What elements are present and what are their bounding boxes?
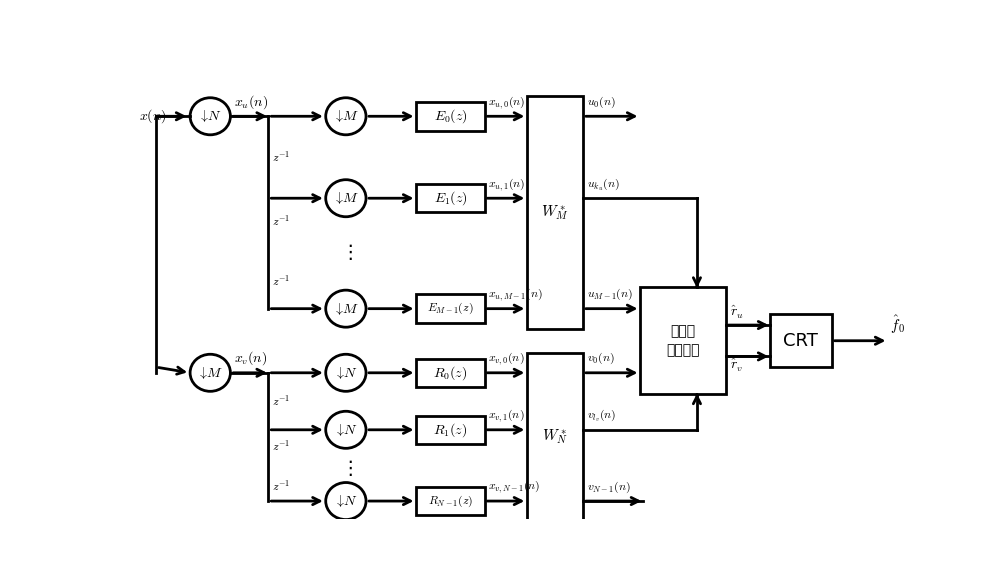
Text: 谱校正
参数提取: 谱校正 参数提取 xyxy=(666,324,700,357)
Text: $\downarrow\!M$: $\downarrow\!M$ xyxy=(197,365,223,381)
Text: $x_{v,0}(n)$: $x_{v,0}(n)$ xyxy=(488,351,525,367)
Text: $x(n)$: $x(n)$ xyxy=(139,107,167,125)
Text: $\vdots$: $\vdots$ xyxy=(340,458,352,477)
Text: $u_0(n)$: $u_0(n)$ xyxy=(587,94,616,110)
Text: $v_{l_v}(n)$: $v_{l_v}(n)$ xyxy=(587,408,616,423)
Text: $\hat{f}_0$: $\hat{f}_0$ xyxy=(890,314,905,336)
Text: $x_{u,0}(n)$: $x_{u,0}(n)$ xyxy=(488,94,526,111)
Text: $\downarrow\!M$: $\downarrow\!M$ xyxy=(333,190,359,206)
Text: $z^{-1}$: $z^{-1}$ xyxy=(272,274,290,289)
Text: $z^{-1}$: $z^{-1}$ xyxy=(272,214,290,229)
Text: $\downarrow\!M$: $\downarrow\!M$ xyxy=(333,108,359,124)
Text: $x_{v,1}(n)$: $x_{v,1}(n)$ xyxy=(488,408,525,424)
Text: $x_v(n)$: $x_v(n)$ xyxy=(234,349,268,367)
Text: $x_{u,M-1}(n)$: $x_{u,M-1}(n)$ xyxy=(488,287,543,303)
Text: $u_{k_u}(n)$: $u_{k_u}(n)$ xyxy=(587,176,620,192)
Text: $E_1(z)$: $E_1(z)$ xyxy=(434,189,467,207)
Text: CRT: CRT xyxy=(783,332,818,350)
Text: $W_N^*$: $W_N^*$ xyxy=(542,427,568,447)
Text: $R_{N-1}(z)$: $R_{N-1}(z)$ xyxy=(428,493,473,509)
Text: $\vdots$: $\vdots$ xyxy=(340,242,352,262)
Text: $v_{N-1}(n)$: $v_{N-1}(n)$ xyxy=(587,479,631,494)
Text: $\downarrow\!N$: $\downarrow\!N$ xyxy=(334,365,358,381)
Text: $E_0(z)$: $E_0(z)$ xyxy=(434,107,467,125)
Text: $\hat{r}_v$: $\hat{r}_v$ xyxy=(730,357,743,374)
Text: $\downarrow\!N$: $\downarrow\!N$ xyxy=(198,108,222,124)
Text: $z^{-1}$: $z^{-1}$ xyxy=(272,478,290,493)
Text: $x_{u,1}(n)$: $x_{u,1}(n)$ xyxy=(488,176,526,192)
Text: $u_{M-1}(n)$: $u_{M-1}(n)$ xyxy=(587,287,633,302)
Text: $\hat{r}_u$: $\hat{r}_u$ xyxy=(730,304,744,321)
Text: $W_M^*$: $W_M^*$ xyxy=(541,203,569,222)
Text: $z^{-1}$: $z^{-1}$ xyxy=(272,438,290,454)
Text: $v_0(n)$: $v_0(n)$ xyxy=(587,351,615,366)
Text: $x_u(n)$: $x_u(n)$ xyxy=(234,93,268,111)
Text: $\downarrow\!N$: $\downarrow\!N$ xyxy=(334,493,358,509)
Text: $R_1(z)$: $R_1(z)$ xyxy=(433,421,468,438)
Text: $E_{M-1}(z)$: $E_{M-1}(z)$ xyxy=(427,301,474,317)
Text: $x_{v,N-1}(n)$: $x_{v,N-1}(n)$ xyxy=(488,479,541,496)
Text: $z^{-1}$: $z^{-1}$ xyxy=(272,394,290,409)
Text: $R_0(z)$: $R_0(z)$ xyxy=(433,364,468,382)
Text: $\downarrow\!N$: $\downarrow\!N$ xyxy=(334,422,358,438)
Text: $\downarrow\!M$: $\downarrow\!M$ xyxy=(333,301,359,317)
Text: $z^{-1}$: $z^{-1}$ xyxy=(272,150,290,165)
